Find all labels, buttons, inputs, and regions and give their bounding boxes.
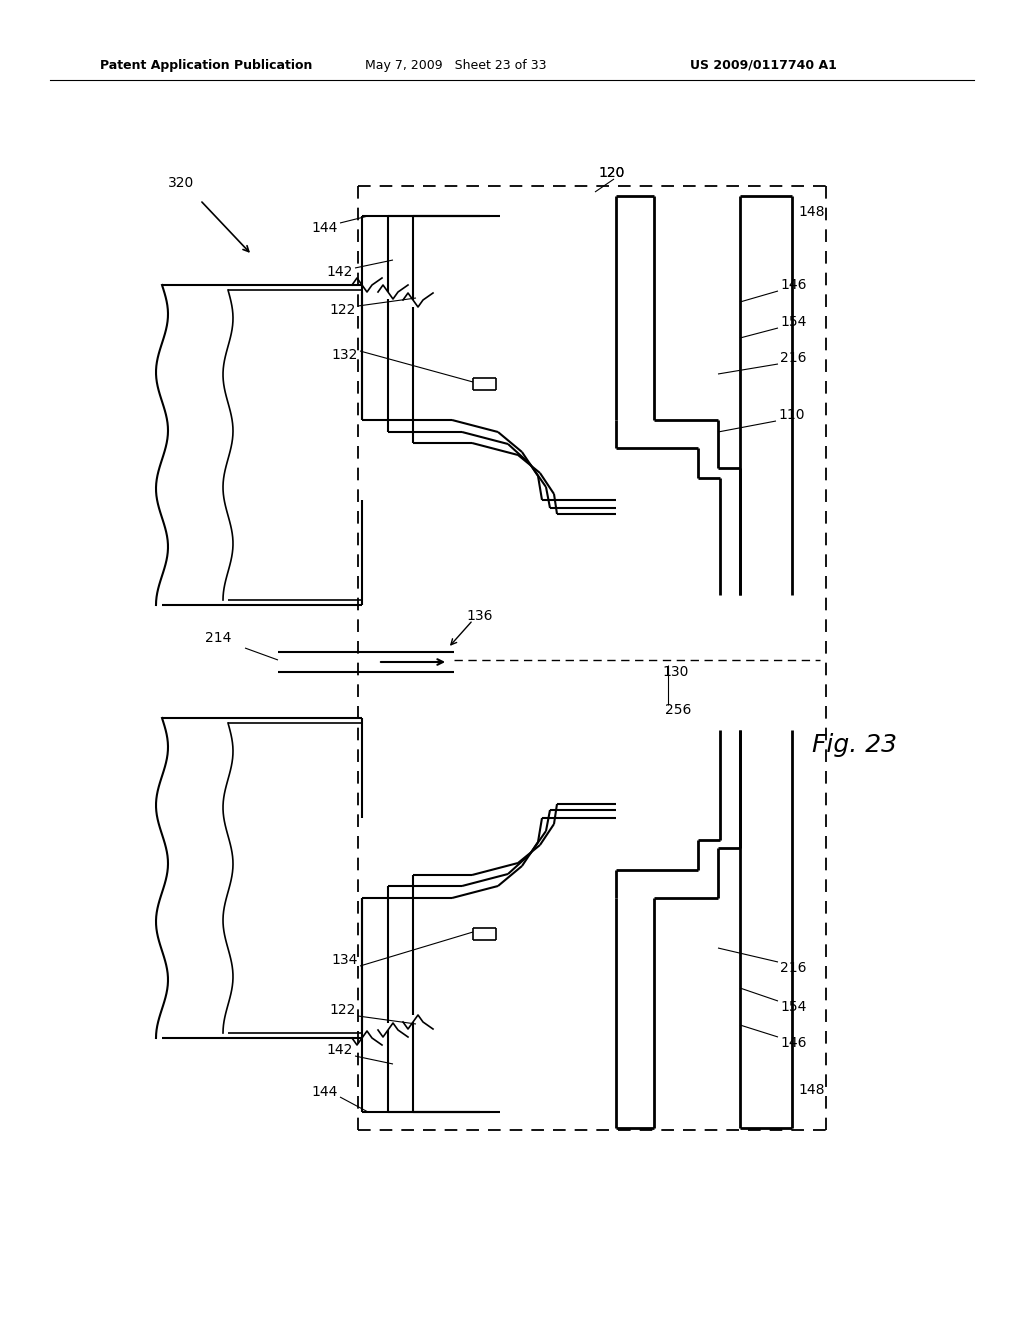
Text: 146: 146 [780, 1036, 807, 1049]
Text: 120: 120 [598, 166, 625, 180]
Text: 214: 214 [205, 631, 231, 645]
Text: 256: 256 [665, 704, 691, 717]
Text: 144: 144 [311, 1085, 338, 1100]
Text: US 2009/0117740 A1: US 2009/0117740 A1 [690, 58, 837, 71]
Text: 136: 136 [466, 609, 493, 623]
Text: 110: 110 [778, 408, 805, 422]
Text: Fig. 23: Fig. 23 [812, 733, 897, 756]
Text: 154: 154 [780, 1001, 806, 1014]
Text: 134: 134 [332, 953, 358, 968]
Text: May 7, 2009   Sheet 23 of 33: May 7, 2009 Sheet 23 of 33 [365, 58, 547, 71]
Text: 148: 148 [798, 205, 824, 219]
Text: 142: 142 [327, 265, 353, 279]
Text: 216: 216 [780, 961, 807, 975]
Text: 320: 320 [168, 176, 195, 190]
Text: Patent Application Publication: Patent Application Publication [100, 58, 312, 71]
Text: 132: 132 [332, 348, 358, 362]
Text: 148: 148 [798, 1082, 824, 1097]
Text: 154: 154 [780, 315, 806, 329]
Text: 144: 144 [311, 220, 338, 235]
Text: 122: 122 [330, 1003, 356, 1016]
Text: 142: 142 [327, 1043, 353, 1057]
Text: 120: 120 [598, 166, 625, 180]
Text: 146: 146 [780, 279, 807, 292]
Text: 130: 130 [662, 665, 688, 678]
Text: 122: 122 [330, 304, 356, 317]
Text: 216: 216 [780, 351, 807, 366]
